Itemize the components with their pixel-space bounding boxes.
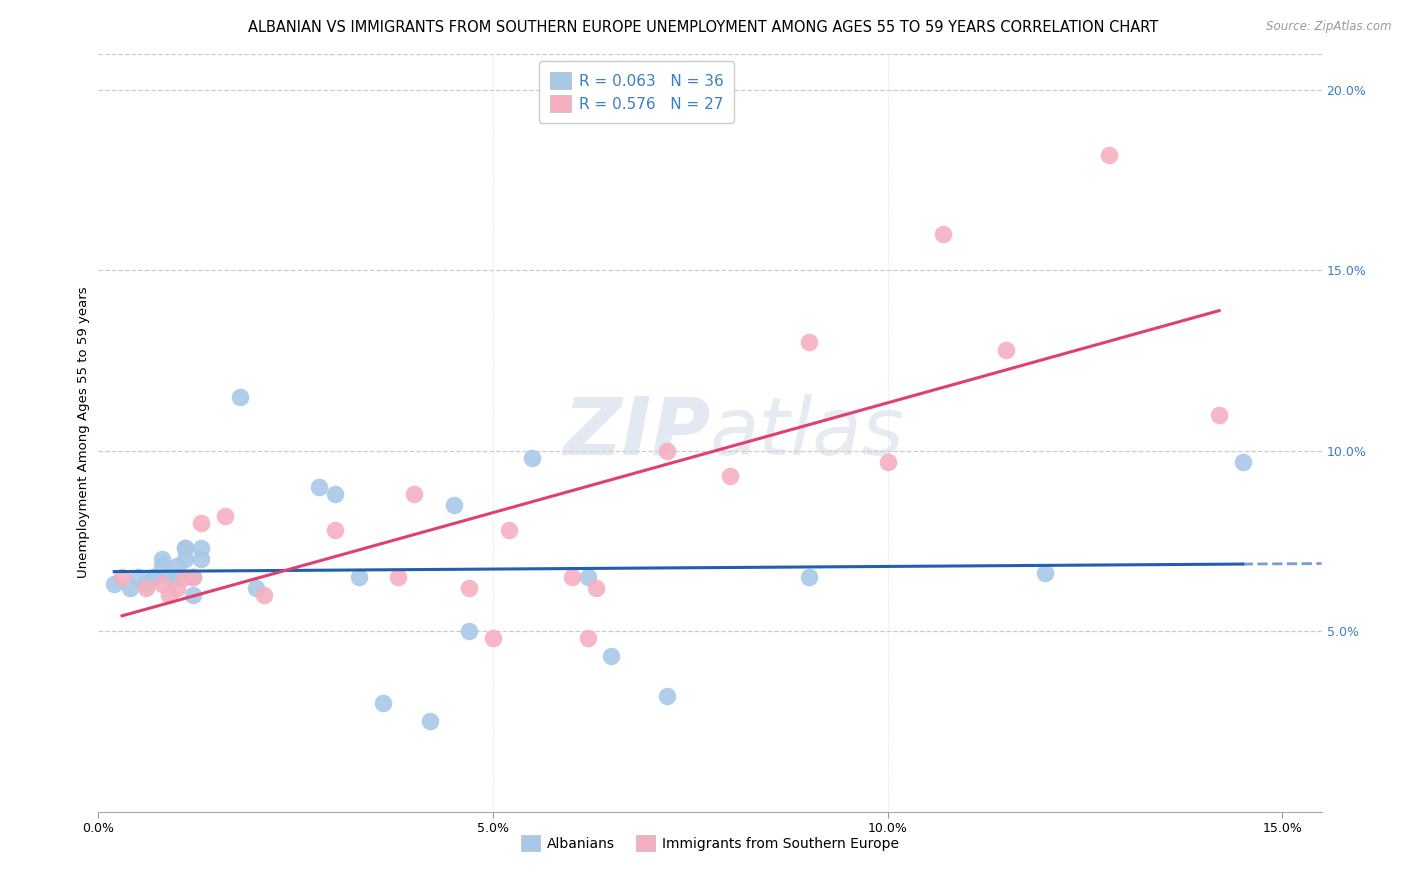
Point [655, 443, 678, 458]
Point [245, 581, 267, 595]
Point [159, 570, 181, 584]
Point [174, 541, 197, 556]
Point [932, 227, 955, 241]
Point [443, 498, 465, 512]
Point [600, 649, 623, 664]
Point [655, 689, 678, 703]
Point [387, 570, 409, 584]
Point [127, 570, 149, 584]
Point [1232, 454, 1254, 468]
Point [458, 581, 481, 595]
Point [323, 487, 346, 501]
Point [181, 570, 204, 584]
Point [174, 570, 197, 584]
Point [308, 480, 330, 494]
Point [190, 516, 212, 530]
Point [166, 570, 188, 584]
Point [561, 570, 583, 584]
Point [1035, 566, 1057, 581]
Point [150, 552, 173, 566]
Y-axis label: Unemployment Among Ages 55 to 59 years: Unemployment Among Ages 55 to 59 years [77, 287, 90, 578]
Point [159, 570, 181, 584]
Point [229, 390, 252, 404]
Point [150, 577, 173, 591]
Point [323, 523, 346, 537]
Point [797, 570, 820, 584]
Point [190, 552, 212, 566]
Point [166, 559, 188, 574]
Point [174, 552, 197, 566]
Point [103, 577, 125, 591]
Point [498, 523, 520, 537]
Point [522, 450, 544, 465]
Point [142, 570, 165, 584]
Point [253, 588, 276, 602]
Text: ZIP: ZIP [562, 393, 710, 472]
Text: Source: ZipAtlas.com: Source: ZipAtlas.com [1267, 20, 1392, 33]
Point [347, 570, 370, 584]
Point [142, 570, 165, 584]
Point [111, 570, 134, 584]
Point [876, 454, 898, 468]
Point [181, 588, 204, 602]
Point [174, 541, 197, 556]
Point [371, 697, 394, 711]
Point [797, 335, 820, 350]
Point [576, 632, 599, 646]
Point [181, 570, 204, 584]
Text: atlas: atlas [710, 393, 905, 472]
Point [214, 508, 236, 523]
Point [404, 487, 426, 501]
Point [166, 570, 188, 584]
Point [1208, 408, 1230, 422]
Point [135, 581, 157, 595]
Point [585, 581, 607, 595]
Point [150, 559, 173, 574]
Point [718, 469, 741, 483]
Point [1097, 147, 1119, 161]
Point [576, 570, 599, 584]
Point [458, 624, 481, 639]
Point [118, 581, 141, 595]
Point [419, 714, 441, 729]
Point [190, 541, 212, 556]
Point [482, 632, 505, 646]
Text: ALBANIAN VS IMMIGRANTS FROM SOUTHERN EUROPE UNEMPLOYMENT AMONG AGES 55 TO 59 YEA: ALBANIAN VS IMMIGRANTS FROM SOUTHERN EUR… [247, 20, 1159, 35]
Point [135, 577, 157, 591]
Point [994, 343, 1017, 357]
Legend: Albanians, Immigrants from Southern Europe: Albanians, Immigrants from Southern Euro… [513, 828, 907, 858]
Point [159, 588, 181, 602]
Point [166, 581, 188, 595]
